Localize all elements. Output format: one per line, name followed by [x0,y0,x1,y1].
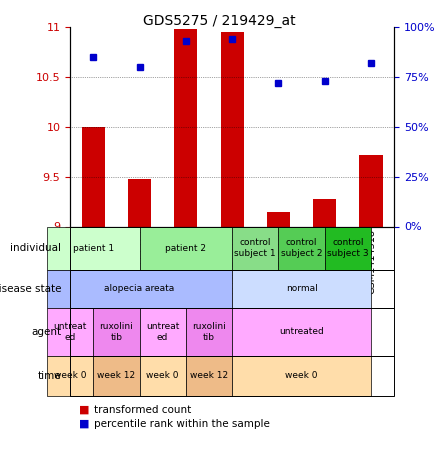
Text: transformed count: transformed count [94,405,191,415]
Bar [267,212,290,226]
Text: week 0: week 0 [146,371,179,381]
Text: patient 2: patient 2 [165,244,206,252]
Text: normal: normal [286,284,318,293]
Bar [174,29,198,226]
Text: untreat
ed: untreat ed [53,322,87,342]
Text: week 12: week 12 [97,371,135,381]
Text: ruxolini
tib: ruxolini tib [99,322,133,342]
Text: percentile rank within the sample: percentile rank within the sample [94,419,270,429]
Text: untreated: untreated [279,328,324,336]
Bar [81,127,105,226]
Text: week 0: week 0 [54,371,86,381]
Text: control
subject 1: control subject 1 [234,238,276,258]
Text: patient 1: patient 1 [73,244,114,252]
Text: untreat
ed: untreat ed [146,322,180,342]
Text: ruxolini
tib: ruxolini tib [192,322,226,342]
Bar [128,178,151,226]
Text: week 12: week 12 [190,371,228,381]
Text: week 0: week 0 [285,371,318,381]
Text: control
subject 2: control subject 2 [281,238,322,258]
Text: agent: agent [31,327,61,337]
Bar [313,198,336,226]
Text: ■: ■ [79,419,89,429]
Bar [360,155,383,226]
Text: ■: ■ [79,405,89,415]
Text: disease state: disease state [0,284,61,294]
Bar [221,32,244,226]
Text: control
subject 3: control subject 3 [327,238,369,258]
Text: time: time [38,371,61,381]
Text: GDS5275 / 219429_at: GDS5275 / 219429_at [143,14,295,28]
Text: individual: individual [11,243,61,253]
Text: alopecia areata: alopecia areata [104,284,175,293]
